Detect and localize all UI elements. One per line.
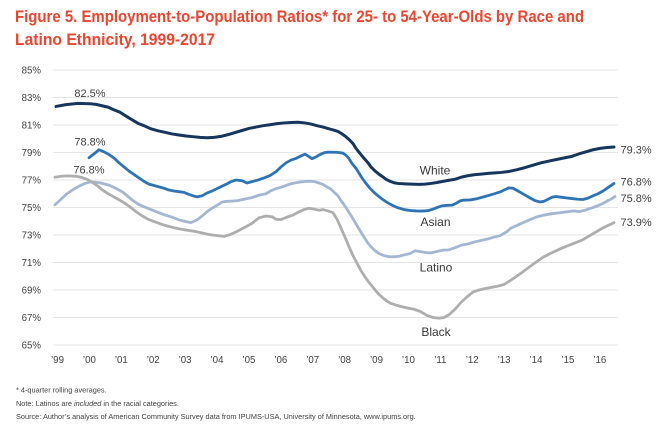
svg-text:Figure 5. Employment-to-Popula: Figure 5. Employment-to-Population Ratio… xyxy=(15,7,584,26)
svg-text:67%: 67% xyxy=(22,313,42,324)
svg-text:Black: Black xyxy=(421,325,451,339)
svg-text:69%: 69% xyxy=(22,286,42,297)
svg-text:82.5%: 82.5% xyxy=(74,88,105,100)
svg-text:’01: ’01 xyxy=(115,355,128,366)
svg-text:Source: Author’s analysis of A: Source: Author’s analysis of American Co… xyxy=(16,412,416,421)
svg-text:65%: 65% xyxy=(22,341,42,352)
svg-text:White: White xyxy=(420,163,451,177)
svg-text:73.9%: 73.9% xyxy=(621,217,652,229)
svg-text:76.8%: 76.8% xyxy=(621,177,652,189)
svg-text:’05: ’05 xyxy=(242,355,255,366)
svg-text:Note: Latinos are included in: Note: Latinos are included in the racial… xyxy=(16,399,179,408)
svg-text:77%: 77% xyxy=(22,176,42,187)
svg-text:85%: 85% xyxy=(22,66,42,77)
svg-text:’10: ’10 xyxy=(402,355,416,366)
svg-text:’12: ’12 xyxy=(466,355,479,366)
svg-text:Asian: Asian xyxy=(420,215,450,229)
svg-text:’02: ’02 xyxy=(147,355,160,366)
svg-text:* 4-quarter rolling averages.: * 4-quarter rolling averages. xyxy=(16,386,107,395)
svg-text:’14: ’14 xyxy=(530,355,544,366)
svg-text:’06: ’06 xyxy=(274,355,287,366)
svg-text:75.8%: 75.8% xyxy=(621,193,652,205)
svg-text:81%: 81% xyxy=(22,121,42,132)
svg-text:83%: 83% xyxy=(22,93,42,104)
svg-text:’13: ’13 xyxy=(498,355,511,366)
svg-text:’07: ’07 xyxy=(306,355,319,366)
svg-text:71%: 71% xyxy=(22,258,42,269)
svg-text:76.8%: 76.8% xyxy=(73,164,104,176)
svg-text:Latino Ethnicity, 1999-2017: Latino Ethnicity, 1999-2017 xyxy=(15,30,215,49)
svg-text:’00: ’00 xyxy=(83,355,97,366)
svg-text:79%: 79% xyxy=(22,148,42,159)
svg-text:’11: ’11 xyxy=(434,355,446,366)
svg-text:75%: 75% xyxy=(22,203,42,214)
svg-text:79.3%: 79.3% xyxy=(621,144,652,156)
svg-text:73%: 73% xyxy=(22,231,42,242)
svg-text:’15: ’15 xyxy=(561,355,574,366)
svg-text:’09: ’09 xyxy=(370,355,383,366)
svg-text:’08: ’08 xyxy=(338,355,351,366)
svg-text:’99: ’99 xyxy=(51,355,64,366)
svg-text:’16: ’16 xyxy=(593,355,606,366)
svg-text:78.8%: 78.8% xyxy=(74,136,105,148)
svg-text:’03: ’03 xyxy=(179,355,192,366)
svg-text:’04: ’04 xyxy=(211,355,225,366)
svg-text:Latino: Latino xyxy=(420,260,453,274)
